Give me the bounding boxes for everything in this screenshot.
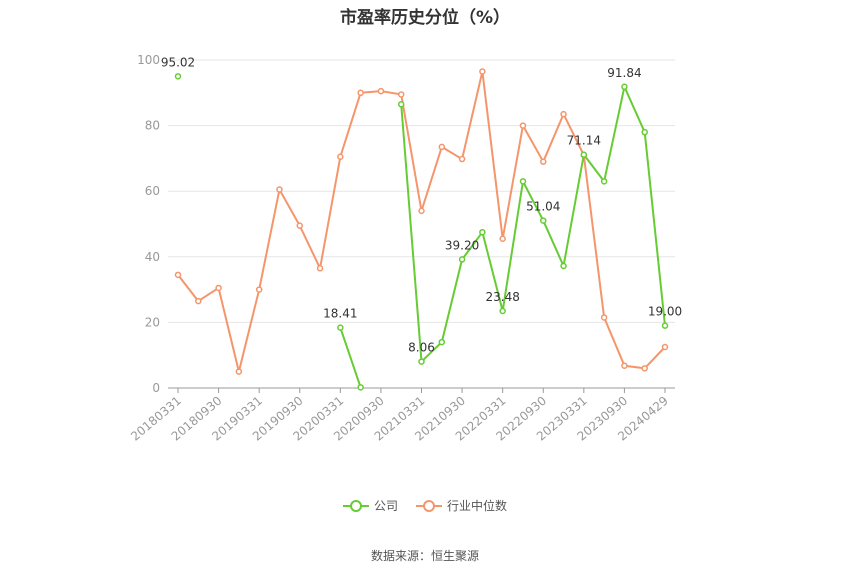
- legend-swatch-industry-median: [416, 499, 442, 513]
- point-company: [621, 83, 628, 91]
- y-tick-label: 100: [137, 53, 160, 67]
- point-industry-median: [337, 153, 344, 161]
- legend-label-industry-median: 行业中位数: [447, 499, 508, 513]
- legend-label-company: 公司: [373, 499, 398, 513]
- chart-title: 市盈率历史分位（%）: [339, 8, 511, 28]
- y-tick-label: 80: [145, 119, 160, 133]
- point-industry-median: [479, 68, 486, 75]
- point-company: [458, 256, 466, 263]
- data-label-company: 51.04: [526, 200, 560, 214]
- y-tick-label: 40: [145, 250, 160, 264]
- point-company: [418, 358, 425, 365]
- point-company: [499, 307, 506, 315]
- data-label-company: 8.06: [408, 341, 435, 355]
- point-industry-median: [600, 314, 608, 321]
- point-company: [438, 338, 446, 346]
- point-company: [641, 128, 648, 136]
- point-company: [580, 151, 588, 158]
- series-lines: [174, 68, 669, 391]
- legend-swatch-company: [342, 499, 369, 513]
- point-company: [600, 178, 608, 185]
- point-company: [479, 228, 486, 236]
- point-industry-median: [641, 365, 648, 372]
- point-industry-median: [276, 186, 283, 193]
- point-industry-median: [296, 222, 303, 229]
- point-industry-median: [255, 286, 263, 293]
- point-industry-median: [519, 122, 527, 129]
- grid-lines: [168, 59, 675, 323]
- point-industry-median: [661, 343, 669, 351]
- point-industry-median: [560, 110, 567, 118]
- data-label-company: 95.02: [161, 55, 195, 69]
- point-industry-median: [316, 265, 324, 272]
- legend-item-industry-median[interactable]: 行业中位数: [416, 497, 507, 514]
- point-industry-median: [215, 284, 222, 292]
- point-industry-median: [621, 362, 628, 369]
- point-company: [560, 262, 567, 270]
- legend: 公司 行业中位数: [0, 497, 850, 514]
- legend-item-company[interactable]: 公司: [342, 497, 398, 514]
- point-industry-median: [377, 87, 385, 95]
- y-tick-label: 20: [145, 315, 160, 329]
- point-industry-median: [540, 158, 547, 165]
- data-source-note: 数据来源：恒生聚源: [370, 549, 479, 563]
- data-labels: 95.02 18.41 8.06 39.20 23.48 51.04 71.14 91.84 1…: [161, 55, 682, 354]
- y-tick-label: 0: [152, 381, 160, 395]
- point-company: [661, 322, 669, 329]
- data-label-company: 18.41: [323, 307, 357, 321]
- point-industry-median: [174, 271, 182, 279]
- point-company: [397, 101, 405, 108]
- point-company: [540, 217, 547, 224]
- point-industry-median: [438, 143, 446, 151]
- point-company: [519, 178, 527, 185]
- point-industry-median: [499, 235, 506, 243]
- point-industry-median: [458, 155, 466, 163]
- y-tick-label: 60: [145, 184, 160, 198]
- series-line-company: [400, 85, 666, 363]
- data-label-company: 91.84: [607, 66, 641, 80]
- point-company: [337, 324, 344, 331]
- data-label-company: 23.48: [485, 290, 519, 304]
- data-label-company: 71.14: [567, 134, 601, 148]
- point-company: [357, 384, 364, 391]
- point-industry-median: [418, 207, 425, 215]
- series-line-company: [339, 327, 362, 388]
- point-company: [174, 73, 182, 80]
- series-line-industry-median: [177, 70, 666, 373]
- point-industry-median: [357, 89, 364, 97]
- data-label-company: 19.00: [648, 305, 682, 319]
- point-industry-median: [235, 368, 243, 375]
- data-label-company: 39.20: [445, 238, 479, 252]
- point-industry-median: [195, 297, 202, 305]
- point-industry-median: [397, 91, 405, 98]
